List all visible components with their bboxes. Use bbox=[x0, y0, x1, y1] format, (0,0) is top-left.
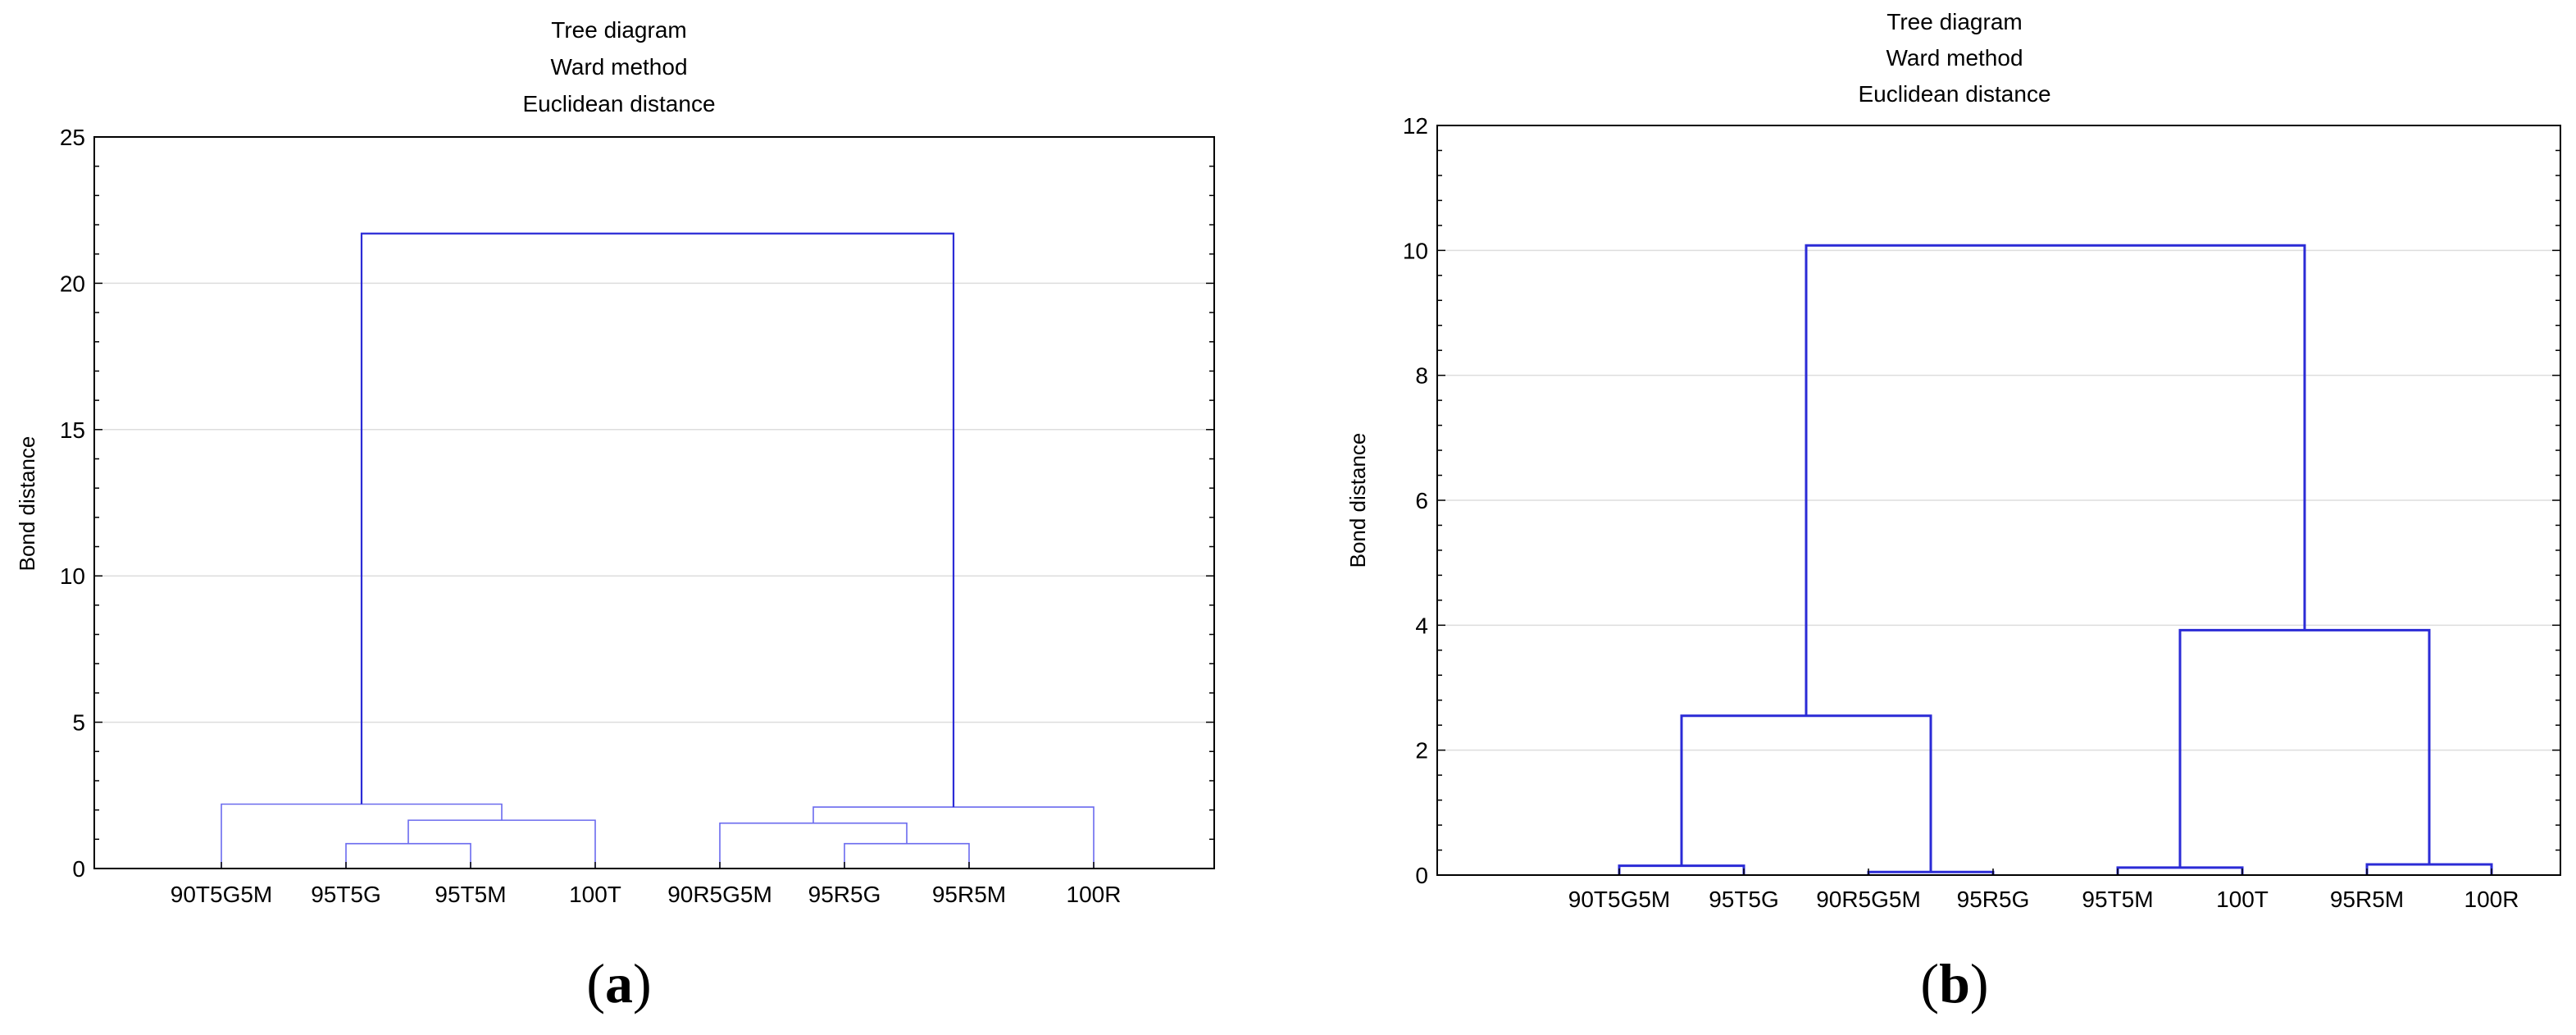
dendrogram-link-5 bbox=[2178, 628, 2431, 868]
dendrogram-link-1 bbox=[844, 842, 970, 869]
y-tick-label-2: 4 bbox=[1415, 613, 1428, 638]
chart-b-title-line-3: Euclidean distance bbox=[1858, 81, 2050, 107]
y-tick-label-5: 25 bbox=[60, 125, 85, 150]
dendrogram-link-2 bbox=[2116, 866, 2244, 875]
x-tick-label-0: 90T5G5M bbox=[171, 882, 273, 907]
chart-a-title-line-2: Ward method bbox=[550, 54, 687, 80]
chart-b-title-line-1: Tree diagram bbox=[1886, 9, 2022, 34]
chart-b-links bbox=[1618, 244, 2493, 875]
dendrogram-link-3 bbox=[2365, 863, 2493, 875]
dendrogram-panel-a: Tree diagram Ward method Euclidean dista… bbox=[15, 17, 1215, 1014]
chart-a-title-line-1: Tree diagram bbox=[551, 17, 686, 43]
chart-a-x-tick-labels: 90T5G5M 95T5G 95T5M 100T 90R5G5M 95R5G 95R5M 10… bbox=[171, 862, 1122, 907]
y-tick-label-0: 0 bbox=[1415, 863, 1428, 888]
x-tick-label-4: 95T5M bbox=[2082, 887, 2153, 912]
dendrogram-link-0 bbox=[1618, 864, 1745, 875]
chart-a-plot-frame bbox=[93, 136, 1215, 869]
x-tick-label-0: 90T5G5M bbox=[1568, 887, 1671, 912]
chart-b-title-line-2: Ward method bbox=[1886, 45, 2023, 71]
y-tick-label-4: 8 bbox=[1415, 363, 1428, 389]
x-tick-label-5: 95R5G bbox=[808, 882, 881, 907]
y-tick-label-2: 10 bbox=[60, 563, 85, 589]
y-tick-label-6: 12 bbox=[1403, 113, 1428, 139]
dendrogram-link-3 bbox=[407, 819, 596, 869]
y-tick-label-4: 20 bbox=[60, 271, 85, 296]
x-tick-label-7: 100R bbox=[2464, 887, 2519, 912]
x-tick-label-3: 100T bbox=[569, 882, 621, 907]
dendrogram-link-6 bbox=[360, 232, 955, 808]
x-tick-label-5: 100T bbox=[2216, 887, 2269, 912]
chart-a-y-ticks: 0 5 10 15 20 25 bbox=[60, 125, 1214, 882]
dendrogram-link-2 bbox=[719, 822, 908, 869]
dendrogram-panel-b: Tree diagram Ward method Euclidean dista… bbox=[1345, 9, 2561, 1014]
x-tick-label-4: 90R5G5M bbox=[667, 882, 772, 907]
y-tick-label-0: 0 bbox=[72, 856, 85, 882]
x-tick-label-2: 95T5M bbox=[435, 882, 506, 907]
y-tick-label-3: 15 bbox=[60, 417, 85, 443]
chart-b-x-tick-labels: 90T5G5M 95T5G 90R5G5M 95R5G 95T5M 100T 95R5M 10… bbox=[1568, 869, 2519, 912]
chart-b-ylabel: Bond distance bbox=[1345, 433, 1370, 568]
chart-a-gridlines bbox=[94, 282, 1214, 723]
y-tick-label-3: 6 bbox=[1415, 488, 1428, 513]
chart-a-title-line-3: Euclidean distance bbox=[522, 91, 715, 116]
x-tick-label-1: 95T5G bbox=[1709, 887, 1779, 912]
x-tick-label-2: 90R5G5M bbox=[1816, 887, 1921, 912]
chart-a-ylabel: Bond distance bbox=[15, 436, 39, 572]
dendrogram-link-0 bbox=[345, 842, 471, 869]
y-tick-label-1: 5 bbox=[72, 710, 85, 736]
panel-a-label: (a) bbox=[586, 952, 651, 1014]
x-tick-label-6: 95R5M bbox=[2330, 887, 2404, 912]
x-tick-label-3: 95R5G bbox=[1957, 887, 2030, 912]
y-tick-label-5: 10 bbox=[1403, 238, 1428, 263]
chart-a-links bbox=[221, 232, 1095, 869]
chart-b-y-ticks: 0 2 4 6 8 10 12 bbox=[1403, 113, 2560, 888]
dendrogram-link-5 bbox=[221, 803, 503, 869]
x-tick-label-7: 100R bbox=[1067, 882, 1122, 907]
x-tick-label-6: 95R5M bbox=[932, 882, 1006, 907]
chart-b-gridlines bbox=[1437, 249, 2560, 751]
dendrogram-link-4 bbox=[1680, 714, 1932, 873]
x-tick-label-1: 95T5G bbox=[311, 882, 381, 907]
dendrogram-link-6 bbox=[1805, 244, 2306, 716]
panel-b-label: (b) bbox=[1920, 952, 1988, 1014]
dendrogram-link-4 bbox=[812, 806, 1095, 869]
y-tick-label-1: 2 bbox=[1415, 738, 1428, 764]
